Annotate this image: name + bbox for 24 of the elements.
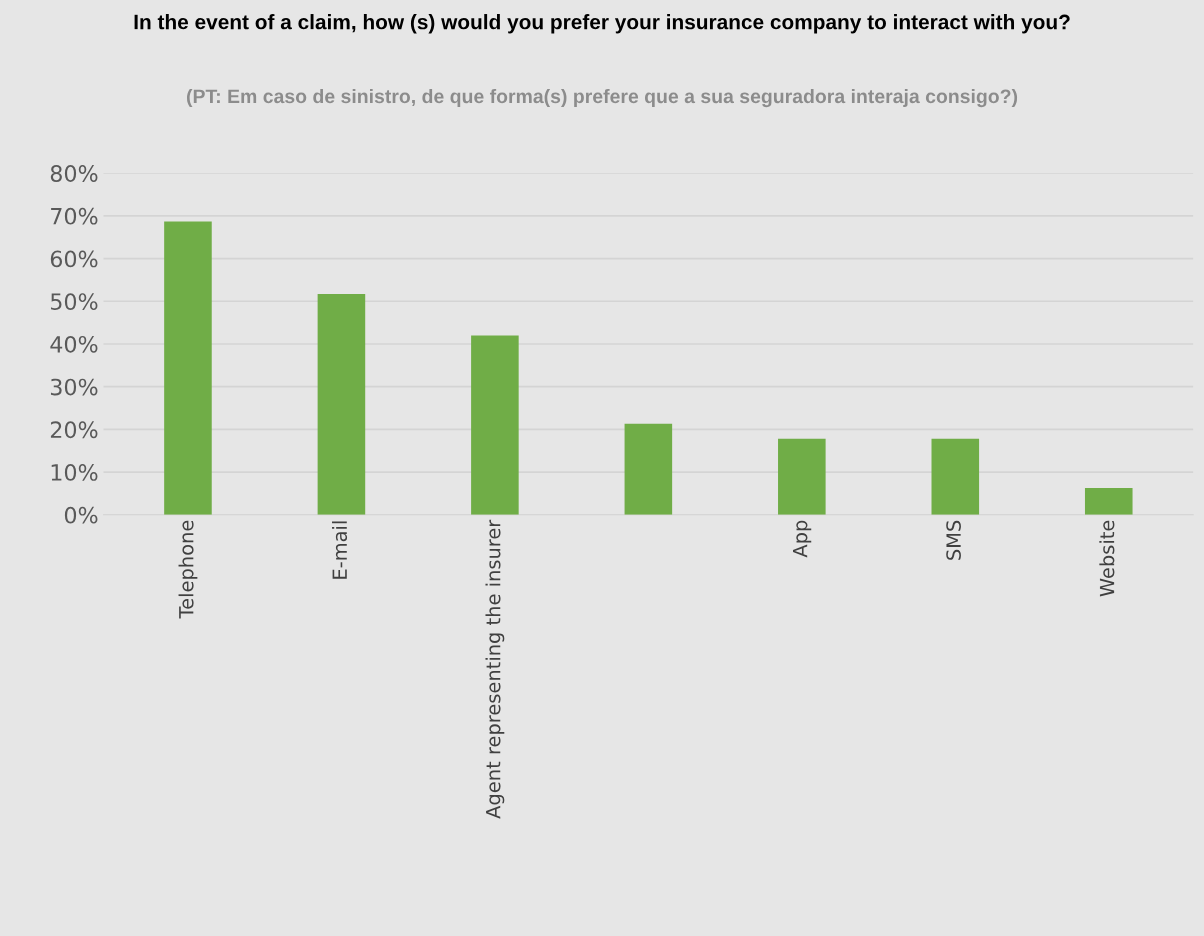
y-tick-label: 40% bbox=[50, 335, 98, 353]
y-tick-label: 60% bbox=[50, 250, 98, 268]
y-tick-label: 20% bbox=[50, 421, 98, 439]
y-tick-label: 70% bbox=[51, 207, 98, 225]
y-tick-label: 30% bbox=[50, 378, 98, 396]
bar bbox=[778, 438, 826, 515]
y-tick-label: 50% bbox=[51, 293, 98, 311]
chart-subtitle: (PT: Em caso de sinistro, de que forma(s) prefere que a sua seguradora interaja consigo?) bbox=[187, 88, 1018, 108]
x-tick-label: Agent representing the insurer bbox=[485, 519, 505, 819]
bar bbox=[624, 423, 673, 515]
chart-title: In the event of a claim, how (s) would you prefer your insurance company to interact with you? bbox=[134, 14, 1070, 34]
bar bbox=[1084, 487, 1133, 515]
y-tick-label: 80% bbox=[50, 165, 98, 182]
x-tick-label: Telephone bbox=[178, 520, 198, 619]
x-tick-label: App bbox=[793, 520, 812, 558]
y-tick-label: 0% bbox=[64, 506, 98, 524]
x-tick-label: Website bbox=[1099, 520, 1115, 597]
bar bbox=[931, 438, 980, 515]
x-tick-label: SMS bbox=[946, 520, 961, 560]
x-tick-label: E-mail bbox=[332, 521, 348, 579]
bar bbox=[471, 335, 519, 515]
bar bbox=[164, 221, 212, 515]
bar bbox=[317, 294, 366, 515]
y-tick-label: 10% bbox=[51, 464, 98, 481]
